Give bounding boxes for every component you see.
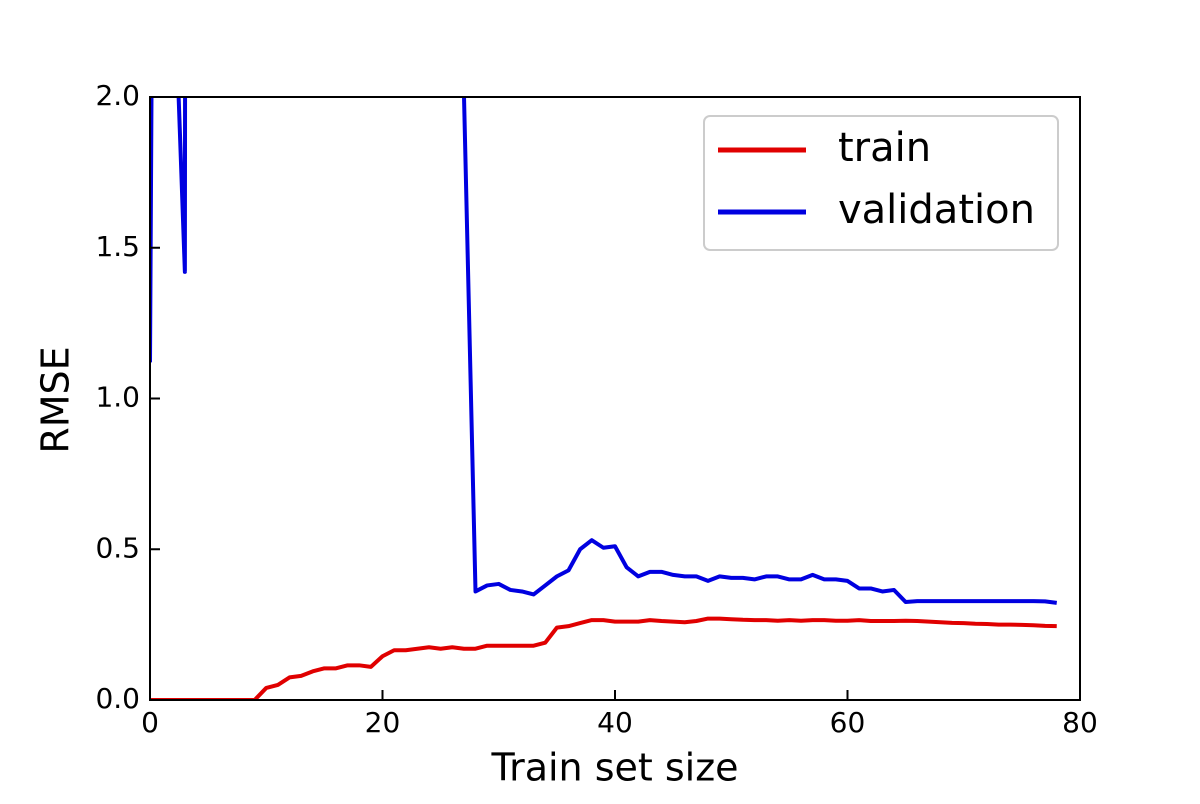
legend-label: validation [838,187,1035,233]
x-tick-label: 20 [365,706,401,739]
y-axis-label: RMSE [34,346,78,453]
series-line [150,97,1058,605]
series-line [150,616,1057,700]
x-tick-label: 40 [597,706,633,739]
y-tick-label: 1.5 [95,230,140,263]
y-tick-label: 0.5 [95,531,140,564]
x-tick-label: 80 [1062,706,1098,739]
plot-area [150,97,1058,700]
x-axis-label: Train set size [490,746,738,790]
x-tick-label: 0 [141,706,159,739]
y-tick-label: 2.0 [95,79,140,112]
legend-label: train [838,125,931,171]
legend: train validation [703,115,1059,251]
y-tick-label: 0.0 [95,682,140,715]
x-tick-label: 60 [830,706,866,739]
y-tick-label: 1.0 [95,381,140,414]
